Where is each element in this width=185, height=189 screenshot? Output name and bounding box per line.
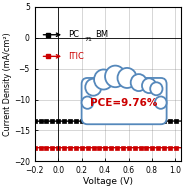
Circle shape xyxy=(131,74,147,91)
X-axis label: Voltage (V): Voltage (V) xyxy=(83,177,133,186)
Circle shape xyxy=(82,96,93,109)
Text: PCE=9.76%: PCE=9.76% xyxy=(90,98,158,108)
Y-axis label: Current Density (mA/cm²): Current Density (mA/cm²) xyxy=(4,32,12,136)
Circle shape xyxy=(105,66,126,87)
FancyBboxPatch shape xyxy=(82,78,167,124)
Circle shape xyxy=(117,68,137,88)
Text: PC: PC xyxy=(68,30,79,39)
Circle shape xyxy=(94,70,113,90)
Circle shape xyxy=(155,96,167,109)
Circle shape xyxy=(150,82,162,95)
Circle shape xyxy=(85,79,101,96)
Circle shape xyxy=(142,78,156,93)
Text: BM: BM xyxy=(95,30,108,39)
Text: ITIC: ITIC xyxy=(68,52,84,61)
Text: 71: 71 xyxy=(85,37,92,42)
